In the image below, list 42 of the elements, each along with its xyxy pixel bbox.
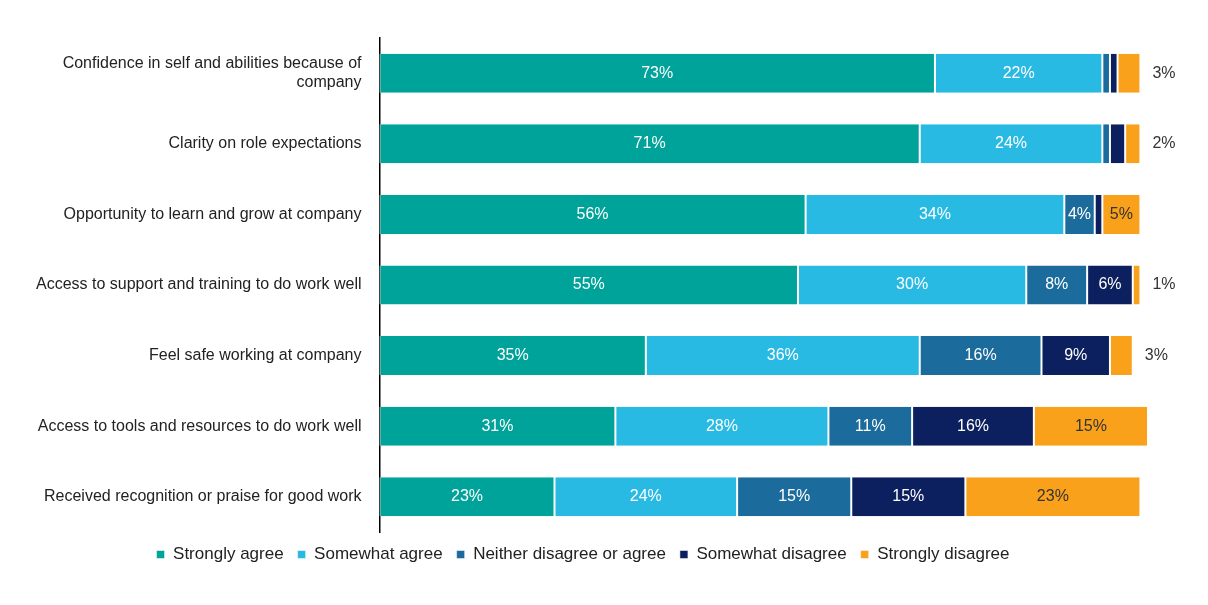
- legend-label: Strongly agree: [173, 544, 284, 564]
- data-label: 8%: [1045, 275, 1069, 293]
- data-label: 15%: [892, 487, 925, 505]
- y-tick-label: Feel safe working at company: [148, 345, 362, 363]
- data-label: 9%: [1064, 345, 1088, 363]
- data-label: 3%: [1144, 345, 1168, 363]
- data-label: 24%: [629, 487, 662, 505]
- data-label: 3%: [1152, 63, 1176, 81]
- data-label: 22%: [1002, 63, 1035, 81]
- data-label: 35%: [496, 345, 529, 363]
- y-tick-label: Opportunity to learn and grow at company: [63, 204, 362, 222]
- data-label: 30%: [896, 275, 929, 293]
- data-label: 23%: [450, 487, 484, 505]
- data-label: 23%: [1036, 487, 1069, 505]
- data-label: 15%: [1074, 416, 1107, 434]
- data-label: 73%: [641, 63, 674, 81]
- y-tick-label: Clarity on role expectations: [168, 134, 362, 152]
- legend-label: Somewhat agree: [314, 544, 443, 564]
- data-label: 28%: [705, 416, 738, 434]
- data-label: 16%: [956, 416, 990, 434]
- legend-label: Strongly disagree: [877, 544, 1010, 564]
- data-label: 4%: [1067, 204, 1092, 222]
- data-label: 55%: [572, 275, 605, 293]
- legend-label: Somewhat disagree: [696, 544, 847, 564]
- data-label: 11%: [854, 416, 886, 434]
- data-label: 71%: [633, 134, 666, 152]
- data-label: 36%: [766, 345, 799, 363]
- data-label: 5%: [1109, 204, 1133, 222]
- y-tick-label: Confidence in self and abilities because of company: [62, 54, 363, 91]
- data-label: 31%: [481, 416, 514, 434]
- data-label: 15%: [778, 487, 811, 505]
- y-tick-label: Access to tools and resources to do work well: [37, 416, 362, 434]
- y-tick-label: Received recognition or praise for good work: [44, 487, 363, 505]
- data-label: 56%: [576, 204, 609, 222]
- data-label: 1%: [1152, 275, 1176, 293]
- data-label: 6%: [1098, 275, 1122, 293]
- y-tick-label: Access to support and training to do work well: [36, 275, 362, 293]
- data-label: 34%: [918, 204, 951, 222]
- data-label: 16%: [964, 345, 997, 363]
- data-label: 24%: [995, 134, 1028, 152]
- data-label: 2%: [1152, 134, 1176, 152]
- legend-label: Neither disagree or agree: [473, 544, 666, 564]
